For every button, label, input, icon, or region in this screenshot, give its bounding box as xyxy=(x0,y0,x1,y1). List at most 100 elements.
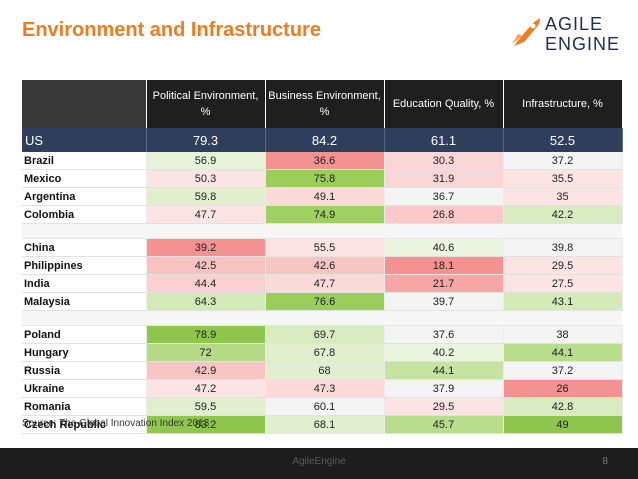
spacer-cell xyxy=(503,223,622,239)
logo-line2: ENGINE xyxy=(545,34,621,54)
value-cell: 47.7 xyxy=(265,274,385,293)
country-name: Hungary xyxy=(22,343,147,362)
value-cell: 29.5 xyxy=(384,397,504,416)
value-cell: 72 xyxy=(146,343,266,362)
value-cell: 61.1 xyxy=(384,128,504,152)
value-cell: 40.6 xyxy=(384,238,504,257)
header-education: Education Quality, % xyxy=(384,80,504,128)
spacer-cell xyxy=(384,223,503,239)
source-note: Source: The Global Innovation Index 2013 xyxy=(22,418,210,429)
country-name: India xyxy=(22,274,147,293)
value-cell: 38 xyxy=(503,325,623,344)
value-cell: 47.2 xyxy=(146,379,266,398)
value-cell: 64.3 xyxy=(146,292,266,311)
value-cell: 69.7 xyxy=(265,325,385,344)
header-row: Political Environment, % Business Enviro… xyxy=(22,80,623,128)
value-cell: 31.9 xyxy=(384,169,504,188)
table-body: US 79.3 84.2 61.1 52.5 Brazil 56.9 36.6 30.… xyxy=(22,128,623,434)
country-name: Brazil xyxy=(22,152,147,170)
rocket-icon xyxy=(512,18,540,46)
value-cell: 39.7 xyxy=(384,292,504,311)
value-cell: 68 xyxy=(265,361,385,380)
group-spacer xyxy=(22,223,622,239)
table-row: Argentina 59.8 49.1 36.7 35 xyxy=(22,187,623,206)
value-cell: 42.5 xyxy=(146,256,266,275)
value-cell: 26 xyxy=(503,379,623,398)
page-number: 8 xyxy=(602,456,608,467)
footer-bar: AgileEngine 8 xyxy=(0,448,638,479)
value-cell: 37.2 xyxy=(503,152,623,170)
country-name: Czech Republic xyxy=(22,415,147,434)
spacer-cell xyxy=(265,310,384,326)
table-row: Romania 59.5 60.1 29.5 42.8 xyxy=(22,397,623,416)
value-cell: 44.1 xyxy=(503,343,623,362)
country-name: Colombia xyxy=(22,205,147,224)
value-cell: 78.9 xyxy=(146,325,266,344)
comparison-table: Political Environment, % Business Enviro… xyxy=(22,80,623,434)
value-cell: 39.8 xyxy=(503,238,623,257)
value-cell: 39.2 xyxy=(146,238,266,257)
spacer-cell xyxy=(22,223,146,239)
header-political: Political Environment, % xyxy=(146,80,266,128)
country-name: Mexico xyxy=(22,169,147,188)
value-cell: 55.5 xyxy=(265,238,385,257)
value-cell: 37.6 xyxy=(384,325,504,344)
table-row: Hungary 72 67.8 40.2 44.1 xyxy=(22,343,623,362)
table-row: India 44.4 47.7 21.7 27.5 xyxy=(22,274,623,293)
value-cell: 42.8 xyxy=(503,397,623,416)
header-country xyxy=(22,80,147,128)
spacer-cell xyxy=(265,223,384,239)
country-name: US xyxy=(22,128,147,152)
value-cell: 74.9 xyxy=(265,205,385,224)
value-cell: 84.2 xyxy=(265,128,385,152)
value-cell: 68.1 xyxy=(265,415,385,434)
value-cell: 42.9 xyxy=(146,361,266,380)
table-row: Brazil 56.9 36.6 30.3 37.2 xyxy=(22,152,623,170)
value-cell: 75.8 xyxy=(265,169,385,188)
table-row: Russia 42.9 68 44.1 37.2 xyxy=(22,361,623,380)
table-row: Poland 78.9 69.7 37.6 38 xyxy=(22,325,623,344)
value-cell: 52.5 xyxy=(503,128,623,152)
value-cell: 43.1 xyxy=(503,292,623,311)
country-name: Philippines xyxy=(22,256,147,275)
logo-line1: AGILE xyxy=(545,14,604,34)
country-name: Poland xyxy=(22,325,147,344)
value-cell: 49.1 xyxy=(265,187,385,206)
value-cell: 47.3 xyxy=(265,379,385,398)
value-cell: 56.9 xyxy=(146,152,266,170)
value-cell: 59.8 xyxy=(146,187,266,206)
value-cell: 45.7 xyxy=(384,415,504,434)
country-name: Ukraine xyxy=(22,379,147,398)
table-row: Philippines 42.5 42.6 18.1 29.5 xyxy=(22,256,623,275)
value-cell: 79.3 xyxy=(146,128,266,152)
value-cell: 83.2 xyxy=(146,415,266,434)
value-cell: 37.2 xyxy=(503,361,623,380)
value-cell: 60.1 xyxy=(265,397,385,416)
value-cell: 29.5 xyxy=(503,256,623,275)
table-row: Czech Republic 83.2 68.1 45.7 49 xyxy=(22,415,623,434)
table-row: Malaysia 64.3 76.6 39.7 43.1 xyxy=(22,292,623,311)
value-cell: 36.6 xyxy=(265,152,385,170)
table-row: China 39.2 55.5 40.6 39.8 xyxy=(22,238,623,257)
value-cell: 21.7 xyxy=(384,274,504,293)
value-cell: 59.5 xyxy=(146,397,266,416)
page-title: Environment and Infrastructure xyxy=(22,19,321,41)
value-cell: 47.7 xyxy=(146,205,266,224)
spacer-cell xyxy=(22,310,146,326)
value-cell: 36.7 xyxy=(384,187,504,206)
value-cell: 49 xyxy=(503,415,623,434)
country-name: Malaysia xyxy=(22,292,147,311)
table-row: Ukraine 47.2 47.3 37.9 26 xyxy=(22,379,623,398)
value-cell: 44.1 xyxy=(384,361,504,380)
country-name: Romania xyxy=(22,397,147,416)
value-cell: 30.3 xyxy=(384,152,504,170)
value-cell: 40.2 xyxy=(384,343,504,362)
table-row: Mexico 50.3 75.8 31.9 35.5 xyxy=(22,169,623,188)
header-infrastructure: Infrastructure, % xyxy=(503,80,623,128)
value-cell: 35 xyxy=(503,187,623,206)
group-spacer xyxy=(22,310,622,326)
value-cell: 42.6 xyxy=(265,256,385,275)
spacer-cell xyxy=(146,223,265,239)
value-cell: 44.4 xyxy=(146,274,266,293)
footer-brand: AgileEngine xyxy=(292,456,346,467)
